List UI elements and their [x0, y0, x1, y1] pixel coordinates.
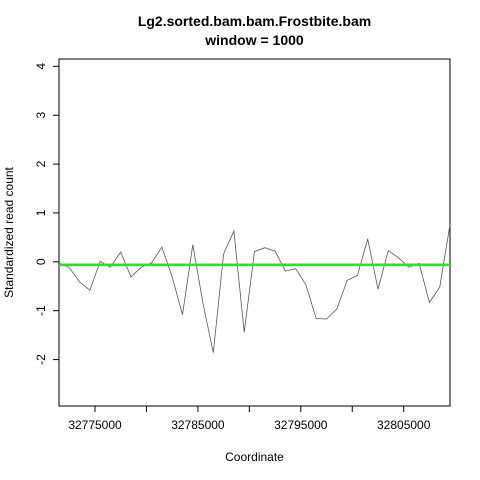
x-axis-label: Coordinate — [225, 450, 284, 464]
y-tick-label: 3 — [34, 112, 48, 119]
y-axis: -2 -1 0 1 2 3 4 — [34, 63, 59, 365]
series-line — [58, 224, 451, 353]
y-tick-label: -2 — [34, 354, 48, 365]
y-tick-label: -1 — [34, 305, 48, 316]
chart-subtitle: window = 1000 — [204, 32, 304, 48]
y-tick-label: 2 — [34, 160, 48, 167]
x-tick-label: 32795000 — [274, 418, 328, 432]
plot-frame — [58, 58, 451, 407]
y-tick-label: 1 — [34, 209, 48, 216]
chart-title: Lg2.sorted.bam.bam.Frostbite.bam — [138, 13, 371, 29]
y-tick-label: 4 — [34, 63, 48, 70]
x-tick-label: 32805000 — [377, 418, 431, 432]
data-layer — [58, 224, 451, 353]
y-axis-label: Standardized read count — [2, 166, 16, 297]
x-axis: 32775000 32785000 32795000 32805000 — [68, 406, 431, 432]
x-tick-label: 32785000 — [171, 418, 225, 432]
x-tick-label: 32775000 — [68, 418, 122, 432]
y-tick-label: 0 — [34, 258, 48, 265]
